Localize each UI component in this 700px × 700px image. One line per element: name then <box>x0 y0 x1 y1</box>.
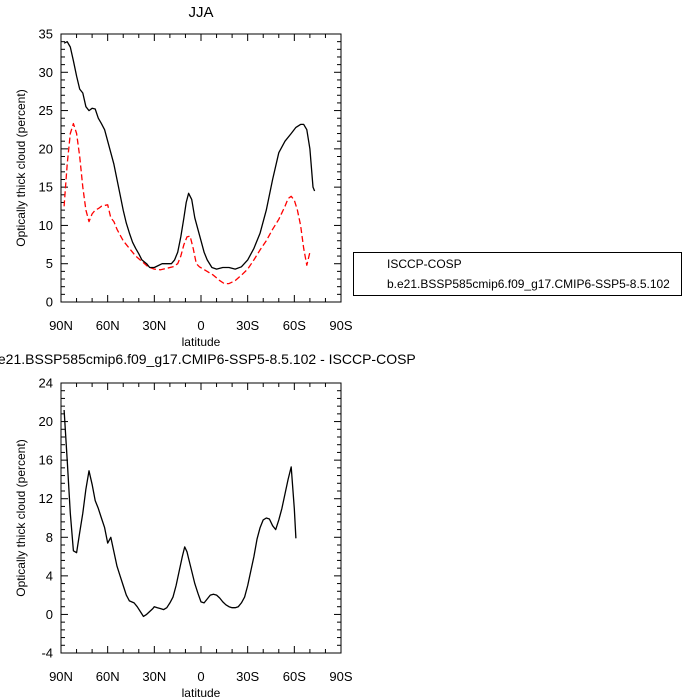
x-tick-label: 30S <box>236 669 259 684</box>
x-tick-label: 30N <box>142 669 166 684</box>
x-tick-label: 60N <box>96 318 120 333</box>
y-tick-label: 10 <box>39 218 53 233</box>
x-tick-label: 60S <box>283 669 306 684</box>
y-tick-label: 20 <box>39 414 53 429</box>
legend-item-model: b.e21.BSSP585cmip6.f09_g17.CMIP6-SSP5-8.… <box>354 275 681 295</box>
series-line-0-1 <box>63 41 316 270</box>
x-axis-label-1: latitude <box>182 686 221 700</box>
y-tick-label: -4 <box>41 646 53 661</box>
x-tick-label: 90S <box>329 669 352 684</box>
y-tick-label: 30 <box>39 65 53 80</box>
legend-item-isccp: ISCCP-COSP <box>354 255 681 275</box>
plot-frame-0 <box>60 33 342 303</box>
x-tick-label: 90S <box>329 318 352 333</box>
y-tick-label: 20 <box>39 141 53 156</box>
chart-title-1: b.e21.BSSP585cmip6.f09_g17.CMIP6-SSP5-8.… <box>0 351 416 367</box>
x-tick-label: 60S <box>283 318 306 333</box>
y-tick-label: 24 <box>39 376 53 391</box>
x-tick-label: 30S <box>236 318 259 333</box>
x-tick-label: 0 <box>197 669 204 684</box>
x-axis-label-0: latitude <box>182 335 221 349</box>
y-tick-label: 0 <box>46 607 53 622</box>
legend: ISCCP-COSP b.e21.BSSP585cmip6.f09_g17.CM… <box>353 252 682 296</box>
plot-frame-1 <box>60 382 342 654</box>
legend-label-model: b.e21.BSSP585cmip6.f09_g17.CMIP6-SSP5-8.… <box>387 277 670 291</box>
x-tick-label: 90N <box>49 669 73 684</box>
y-axis-label-1: Optically thick cloud (percent) <box>14 439 28 596</box>
chart-title-0: JJA <box>188 4 213 21</box>
y-tick-label: 8 <box>46 530 53 545</box>
y-tick-label: 0 <box>46 295 53 310</box>
legend-label-isccp: ISCCP-COSP <box>387 257 462 271</box>
y-tick-label: 4 <box>46 568 53 583</box>
y-tick-label: 25 <box>39 103 53 118</box>
series-line-1-0 <box>63 409 297 618</box>
y-tick-label: 15 <box>39 180 53 195</box>
y-tick-label: 16 <box>39 453 53 468</box>
y-tick-label: 12 <box>39 491 53 506</box>
x-tick-label: 60N <box>96 669 120 684</box>
y-tick-label: 5 <box>46 256 53 271</box>
x-tick-label: 90N <box>49 318 73 333</box>
x-tick-label: 30N <box>142 318 166 333</box>
x-tick-label: 0 <box>197 318 204 333</box>
y-axis-label-0: Optically thick cloud (percent) <box>14 89 28 246</box>
y-tick-label: 35 <box>39 27 53 42</box>
series-line-0-0 <box>63 122 311 285</box>
